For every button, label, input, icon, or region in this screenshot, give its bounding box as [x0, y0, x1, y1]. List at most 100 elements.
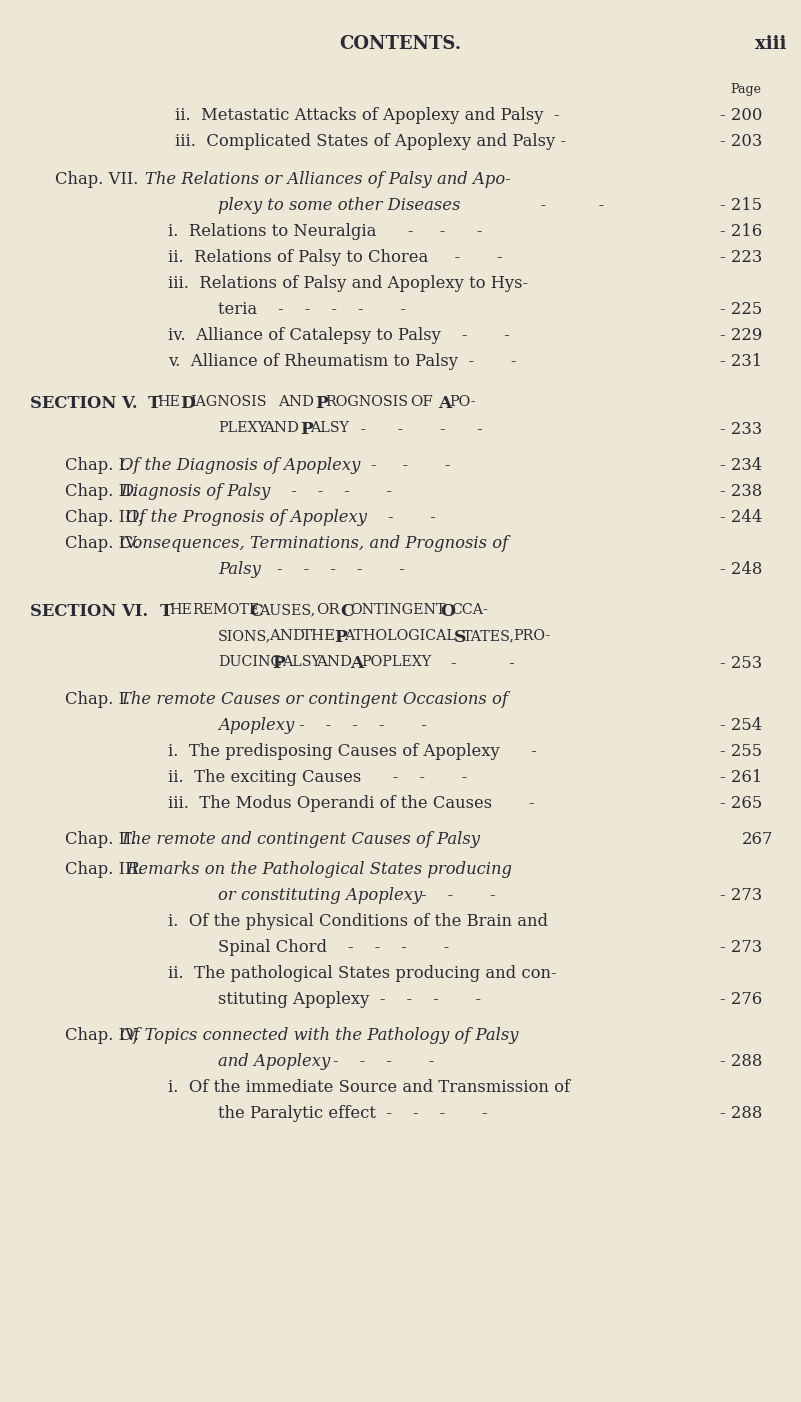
Text: HE: HE [157, 395, 180, 409]
Text: OF: OF [410, 395, 433, 409]
Text: Palsy: Palsy [218, 561, 261, 578]
Text: AND: AND [316, 655, 352, 669]
Text: - 223: - 223 [720, 250, 763, 266]
Text: Page: Page [730, 83, 761, 95]
Text: Spinal Chord    -    -    -       -: Spinal Chord - - - - [218, 939, 449, 956]
Text: -    -       -: - - - [400, 887, 496, 904]
Text: xiii: xiii [755, 35, 787, 53]
Text: AND: AND [278, 395, 314, 409]
Text: THE: THE [302, 629, 336, 644]
Text: iii.  Complicated States of Apoplexy and Palsy -: iii. Complicated States of Apoplexy and … [175, 133, 566, 150]
Text: - 200: - 200 [720, 107, 763, 123]
Text: - 233: - 233 [720, 421, 762, 437]
Text: Diagnosis of Palsy    -    -    -       -: Diagnosis of Palsy - - - - [120, 484, 392, 501]
Text: CCA-: CCA- [451, 603, 488, 617]
Text: -    -    -       -: - - - - [312, 1053, 434, 1070]
Text: ONTINGENT: ONTINGENT [350, 603, 445, 617]
Text: SECTION VI.: SECTION VI. [30, 603, 148, 620]
Text: - 261: - 261 [720, 770, 763, 787]
Text: - 288: - 288 [720, 1105, 763, 1122]
Text: plexy to some other Diseases: plexy to some other Diseases [218, 198, 461, 215]
Text: ROGNOSIS: ROGNOSIS [325, 395, 408, 409]
Text: - 225: - 225 [720, 301, 763, 318]
Text: - 265: - 265 [720, 795, 763, 812]
Text: ALSY: ALSY [310, 421, 349, 435]
Text: Chap. III.: Chap. III. [65, 509, 143, 526]
Text: Consequences, Terminations, and Prognosis of: Consequences, Terminations, and Prognosi… [120, 536, 508, 552]
Text: i.  Of the physical Conditions of the Brain and: i. Of the physical Conditions of the Bra… [168, 913, 548, 930]
Text: Chap. I.: Chap. I. [65, 691, 130, 708]
Text: PO-: PO- [449, 395, 476, 409]
Text: - 234: - 234 [720, 457, 763, 474]
Text: Of Topics connected with the Pathology of Palsy: Of Topics connected with the Pathology o… [120, 1028, 518, 1044]
Text: -      -       -      -: - - - - [350, 421, 483, 437]
Text: - 276: - 276 [720, 991, 763, 1008]
Text: v.  Alliance of Rheumatism to Palsy  -       -: v. Alliance of Rheumatism to Palsy - - [168, 353, 517, 370]
Text: -    -    -    -       -: - - - - - [256, 561, 405, 578]
Text: iv.  Alliance of Catalepsy to Palsy    -       -: iv. Alliance of Catalepsy to Palsy - - [168, 327, 510, 343]
Text: A: A [438, 395, 452, 412]
Text: PLEXY: PLEXY [218, 421, 267, 435]
Text: stituting Apoplexy  -    -    -       -: stituting Apoplexy - - - - [218, 991, 481, 1008]
Text: Chap. II.: Chap. II. [65, 831, 136, 848]
Text: S: S [454, 629, 466, 646]
Text: The Relations or Alliances of Palsy and Apo-: The Relations or Alliances of Palsy and … [145, 171, 511, 188]
Text: - 254: - 254 [720, 716, 763, 735]
Text: - 229: - 229 [720, 327, 763, 343]
Text: CONTENTS.: CONTENTS. [339, 35, 461, 53]
Text: Apoplexy: Apoplexy [218, 716, 294, 735]
Text: - 238: - 238 [720, 484, 763, 501]
Text: ATHOLOGICAL: ATHOLOGICAL [344, 629, 456, 644]
Text: -          -: - - [430, 655, 515, 672]
Text: C: C [249, 603, 263, 620]
Text: - 273: - 273 [720, 887, 762, 904]
Text: ALSY: ALSY [282, 655, 321, 669]
Text: P: P [334, 629, 347, 646]
Text: Remarks on the Pathological States producing: Remarks on the Pathological States produ… [126, 861, 512, 878]
Text: SECTION V.: SECTION V. [30, 395, 138, 412]
Text: -          -: - - [530, 198, 604, 215]
Text: - 255: - 255 [720, 743, 762, 760]
Text: Chap. IV.: Chap. IV. [65, 536, 139, 552]
Text: Chap. I.: Chap. I. [65, 457, 130, 474]
Text: - 248: - 248 [720, 561, 763, 578]
Text: - 215: - 215 [720, 198, 762, 215]
Text: and Apoplexy: and Apoplexy [218, 1053, 330, 1070]
Text: REMOTE: REMOTE [192, 603, 260, 617]
Text: T: T [148, 395, 161, 412]
Text: Of the Diagnosis of Apoplexy  -     -       -: Of the Diagnosis of Apoplexy - - - [120, 457, 450, 474]
Text: SIONS,: SIONS, [218, 629, 272, 644]
Text: -    -    -    -       -: - - - - - [278, 716, 427, 735]
Text: the Paralytic effect  -    -    -       -: the Paralytic effect - - - - [218, 1105, 488, 1122]
Text: Chap. II.: Chap. II. [65, 484, 136, 501]
Text: iii.  Relations of Palsy and Apoplexy to Hys-: iii. Relations of Palsy and Apoplexy to … [168, 275, 528, 292]
Text: P: P [300, 421, 312, 437]
Text: O: O [440, 603, 455, 620]
Text: - 203: - 203 [720, 133, 763, 150]
Text: ii.  Metastatic Attacks of Apoplexy and Palsy  -: ii. Metastatic Attacks of Apoplexy and P… [175, 107, 560, 123]
Text: IAGNOSIS: IAGNOSIS [190, 395, 267, 409]
Text: D: D [180, 395, 195, 412]
Text: i.  The predisposing Causes of Apoplexy      -: i. The predisposing Causes of Apoplexy - [168, 743, 537, 760]
Text: The remote Causes or contingent Occasions of: The remote Causes or contingent Occasion… [120, 691, 508, 708]
Text: C: C [340, 603, 353, 620]
Text: - 231: - 231 [720, 353, 762, 370]
Text: HE: HE [169, 603, 192, 617]
Text: ii.  Relations of Palsy to Chorea     -       -: ii. Relations of Palsy to Chorea - - [168, 250, 502, 266]
Text: or constituting Apoplexy: or constituting Apoplexy [218, 887, 422, 904]
Text: - 216: - 216 [720, 223, 763, 240]
Text: - 288: - 288 [720, 1053, 763, 1070]
Text: Chap. III.: Chap. III. [65, 861, 143, 878]
Text: AUSES,: AUSES, [259, 603, 315, 617]
Text: OR: OR [316, 603, 340, 617]
Text: AND: AND [263, 421, 299, 435]
Text: T: T [160, 603, 173, 620]
Text: - 253: - 253 [720, 655, 762, 672]
Text: Of the Prognosis of Apoplexy    -       -: Of the Prognosis of Apoplexy - - [126, 509, 436, 526]
Text: Chap. VII.: Chap. VII. [55, 171, 139, 188]
Text: A: A [350, 655, 364, 672]
Text: - 244: - 244 [720, 509, 763, 526]
Text: PRO-: PRO- [513, 629, 550, 644]
Text: P: P [272, 655, 284, 672]
Text: POPLEXY: POPLEXY [361, 655, 431, 669]
